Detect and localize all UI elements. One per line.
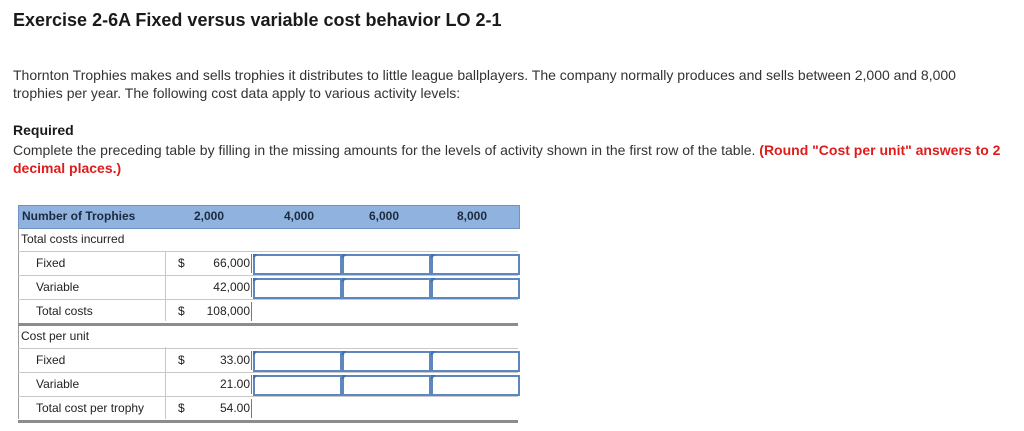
header-level-2000: 2,000 — [194, 209, 225, 223]
row-label: Variable — [36, 377, 80, 391]
input-unit-fixed-8000[interactable] — [431, 351, 520, 372]
given-cell-edge — [251, 351, 252, 370]
table-row-variable: Variable 42,000 — [18, 276, 520, 300]
section-row-total-costs: Total costs incurred — [18, 228, 518, 252]
input-unit-fixed-4000[interactable] — [253, 351, 342, 372]
given-cell-edge — [251, 375, 252, 394]
row-label: Variable — [36, 280, 80, 294]
variable-cost-2000: 42,000 — [213, 280, 250, 294]
dollar-sign: $ — [178, 353, 185, 367]
input-unit-fixed-6000[interactable] — [342, 351, 431, 372]
column-divider — [165, 347, 166, 419]
row-label: Fixed — [36, 353, 66, 367]
row-label: Total costs — [36, 304, 93, 318]
rounding-note: (Round "Cost per unit" answers to 2 deci… — [13, 142, 1001, 176]
input-variable-4000[interactable] — [253, 278, 342, 299]
table-row-unit-variable: Variable 21.00 — [18, 373, 520, 397]
row-label: Fixed — [36, 256, 66, 270]
input-fixed-6000[interactable] — [342, 254, 431, 275]
unit-total-2000: 54.00 — [219, 401, 250, 415]
table-row-fixed: Fixed $ 66,000 — [18, 252, 520, 276]
row-label: Total cost per trophy — [36, 401, 145, 415]
section-row-cost-per-unit: Cost per unit — [18, 325, 518, 349]
given-cell-edge — [251, 399, 252, 418]
header-level-8000: 8,000 — [457, 209, 488, 223]
given-cell-edge — [251, 254, 252, 273]
given-cell-edge — [251, 278, 252, 297]
input-unit-variable-8000[interactable] — [431, 375, 520, 396]
fixed-cost-2000: 66,000 — [213, 256, 250, 270]
table-row-total-costs: Total costs $ 108,000 — [18, 300, 518, 326]
header-label: Number of Trophies — [22, 209, 136, 223]
table-row-unit-total: Total cost per trophy $ 54.00 — [18, 397, 518, 423]
header-level-6000: 6,000 — [369, 209, 400, 223]
table-row-unit-fixed: Fixed $ 33.00 — [18, 349, 520, 373]
given-cell-edge — [251, 302, 252, 321]
input-fixed-4000[interactable] — [253, 254, 342, 275]
required-text: Complete the preceding table by filling … — [13, 142, 756, 158]
required-instructions: Complete the preceding table by filling … — [13, 141, 1008, 177]
total-cost-2000: 108,000 — [206, 304, 250, 318]
input-unit-variable-4000[interactable] — [253, 375, 342, 396]
section-label: Cost per unit — [21, 329, 90, 343]
dollar-sign: $ — [178, 256, 185, 270]
unit-fixed-2000: 33.00 — [219, 353, 250, 367]
unit-variable-2000: 21.00 — [219, 377, 250, 391]
column-divider — [165, 251, 166, 321]
required-heading: Required — [13, 122, 74, 138]
input-unit-variable-6000[interactable] — [342, 375, 431, 396]
section-label: Total costs incurred — [21, 232, 125, 246]
dollar-sign: $ — [178, 401, 185, 415]
input-variable-8000[interactable] — [431, 278, 520, 299]
header-level-4000: 4,000 — [284, 209, 315, 223]
input-variable-6000[interactable] — [342, 278, 431, 299]
exercise-title: Exercise 2-6A Fixed versus variable cost… — [13, 10, 502, 30]
table-header-row: Number of Trophies 2,000 4,000 6,000 8,0… — [18, 205, 520, 229]
dollar-sign: $ — [178, 304, 185, 318]
input-fixed-8000[interactable] — [431, 254, 520, 275]
intro-paragraph: Thornton Trophies makes and sells trophi… — [13, 67, 956, 101]
